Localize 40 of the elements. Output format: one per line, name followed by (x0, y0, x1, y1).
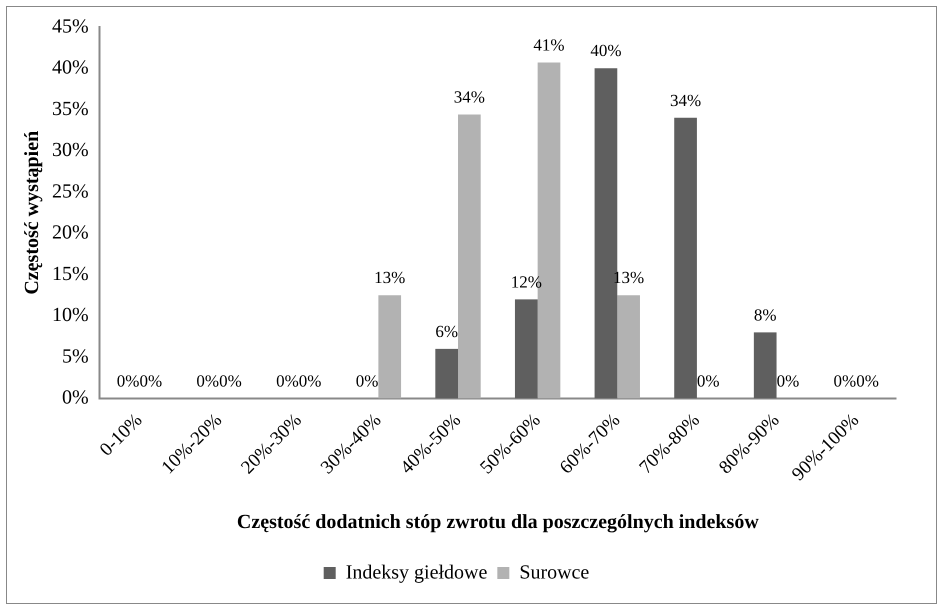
data-label: 0% (276, 371, 299, 390)
bar (754, 332, 777, 398)
data-label: 0% (776, 371, 800, 390)
y-tick-label: 15% (52, 262, 89, 285)
data-label: 0% (196, 371, 220, 390)
data-label: 0% (356, 371, 378, 390)
data-label: 0% (219, 371, 242, 390)
y-axis-title: Częstość wystąpień (21, 130, 44, 295)
data-label: 12% (510, 272, 542, 292)
x-axis-title: Częstość dodatnich stóp zwrotu dla poszczególnych indeksów (236, 511, 760, 534)
data-label: 6% (435, 322, 458, 341)
y-tick-label: 35% (52, 98, 89, 120)
bar (514, 299, 538, 398)
y-tick-label: 20% (52, 222, 89, 244)
y-tick-label: 25% (52, 180, 89, 202)
legend-label: Indeksy giełdowe (346, 561, 488, 584)
y-tick-label: 0% (62, 386, 89, 409)
y-tick-label: 10% (52, 304, 89, 326)
data-label: 8% (754, 305, 777, 324)
data-label: 41% (533, 35, 565, 54)
bar (674, 118, 697, 398)
data-label: 0% (298, 371, 322, 390)
data-label: 0% (139, 371, 162, 390)
data-label: 0% (834, 371, 856, 390)
bar (617, 295, 640, 398)
data-label: 0% (856, 371, 879, 390)
bar (458, 114, 481, 398)
y-tick-label: 40% (52, 56, 89, 79)
bar (378, 295, 402, 398)
data-label: 40% (590, 41, 622, 60)
data-label: 0% (696, 371, 720, 390)
bar (435, 348, 458, 398)
y-tick-label: 45% (52, 15, 89, 38)
data-label: 0% (116, 371, 140, 390)
y-tick-label: 30% (52, 139, 89, 162)
y-tick-label: 5% (62, 345, 89, 368)
legend-label: Surowce (519, 561, 590, 584)
data-label: 34% (670, 90, 702, 110)
data-label: 34% (454, 87, 485, 106)
data-label: 13% (374, 268, 406, 288)
